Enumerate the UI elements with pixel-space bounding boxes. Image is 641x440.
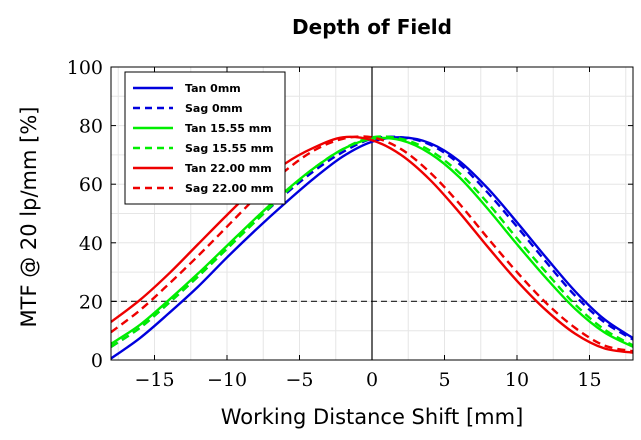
series-line-tan-0mm (111, 136, 633, 360)
legend-box (124, 71, 286, 205)
axis-ticks: −15 −10 −5 0 5 10 15 0 20 40 60 80 100 (67, 57, 633, 391)
series-line-sag-22-00-mm (111, 135, 633, 353)
x-tick-label: −10 (207, 369, 247, 391)
y-axis-label: MTF @ 20 lp/mm [%] (17, 107, 41, 328)
y-tick-label: 20 (79, 291, 103, 313)
x-tick-label: −5 (285, 369, 313, 391)
series-line-sag-15-55-mm (111, 135, 633, 348)
x-tick-label: 10 (505, 369, 529, 391)
y-tick-label: 100 (67, 57, 103, 79)
y-tick-label: 80 (79, 116, 103, 138)
legend-label: Sag 15.55 mm (185, 142, 274, 155)
y-tick-label: 60 (79, 174, 103, 196)
x-tick-label: 15 (577, 369, 601, 391)
x-tick-label: −15 (134, 369, 174, 391)
legend-label: Sag 0mm (185, 102, 243, 115)
x-tick-label: 5 (438, 369, 450, 391)
x-tick-label: 0 (366, 369, 378, 391)
legend-label: Tan 22.00 mm (185, 162, 272, 175)
x-axis-label: Working Distance Shift [mm] (221, 405, 524, 429)
legend-label: Tan 0mm (185, 82, 241, 95)
y-tick-label: 40 (79, 233, 103, 255)
chart-title: Depth of Field (292, 15, 452, 39)
series-line-tan-15-55-mm (111, 136, 633, 348)
series-lines (111, 135, 633, 360)
legend-label: Tan 15.55 mm (185, 122, 272, 135)
series-line-tan-22-00-mm (111, 135, 633, 354)
y-tick-label: 0 (91, 350, 103, 372)
legend-label: Sag 22.00 mm (185, 182, 274, 195)
legend: Tan 0mm Sag 0mm Tan 15.55 mm Sag 15.55 mm Ta… (124, 71, 286, 205)
series-line-sag-0mm (111, 135, 633, 348)
